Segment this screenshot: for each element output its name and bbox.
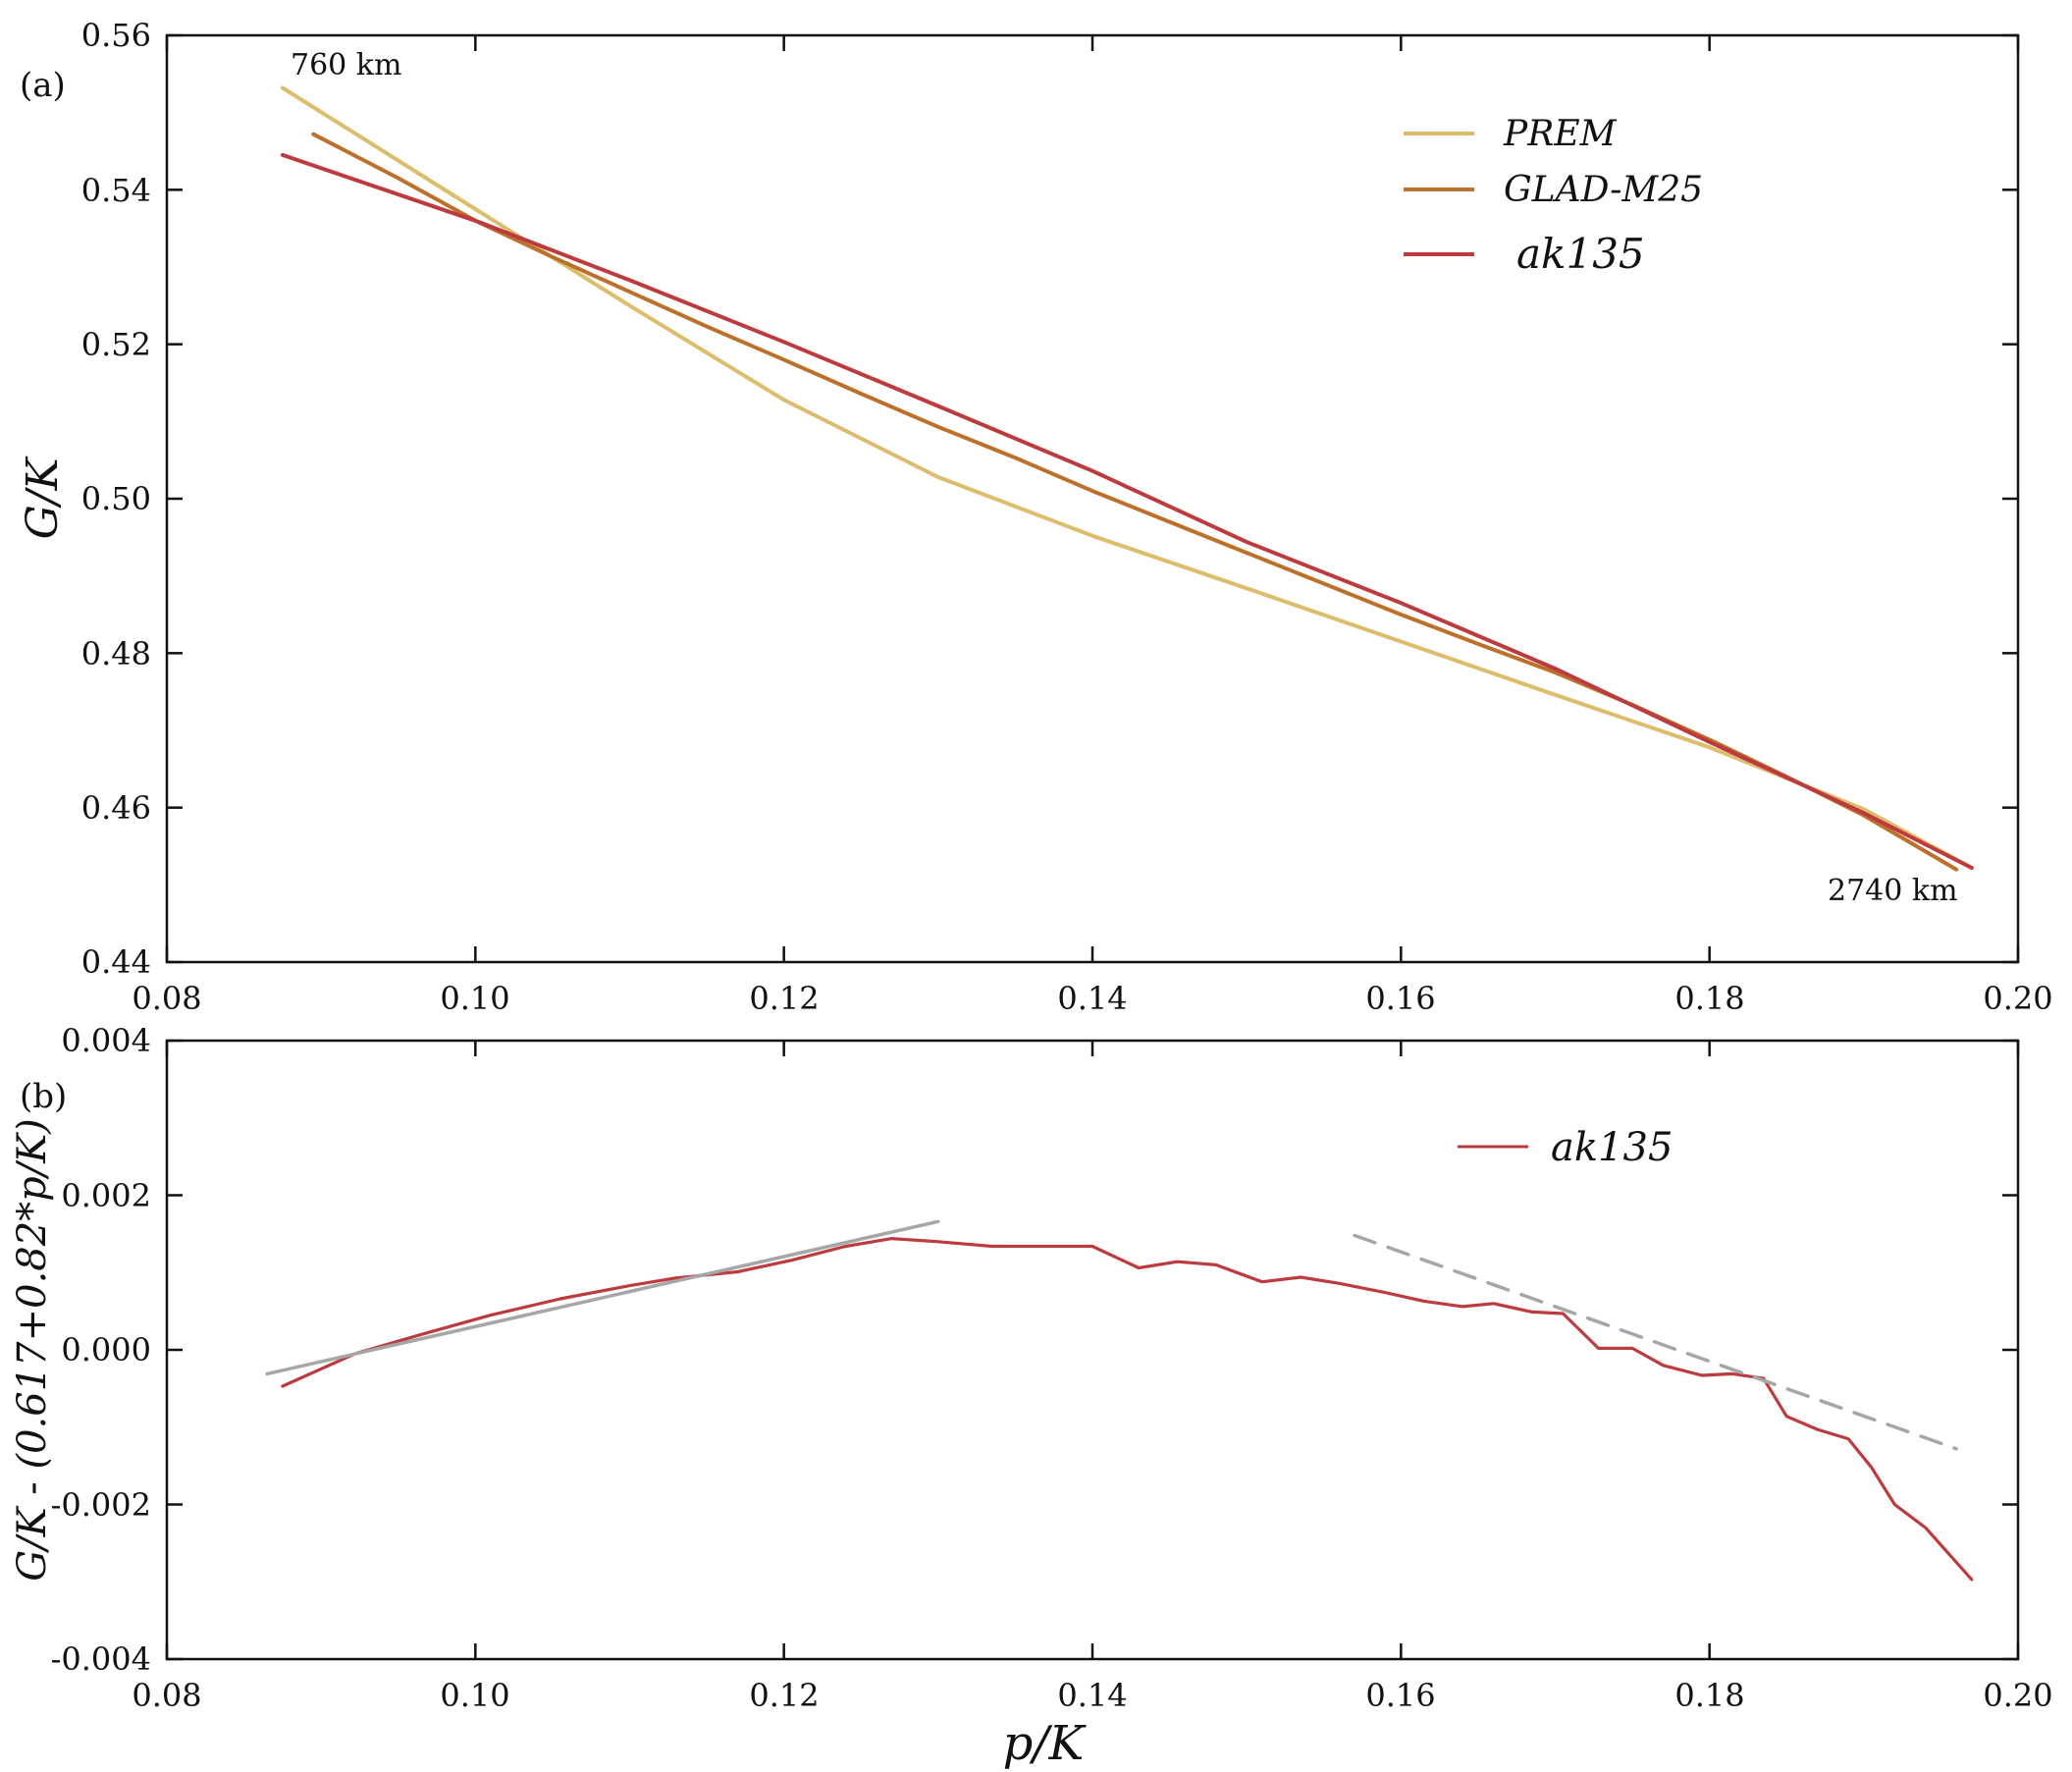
panel-b-y-axis-title: G/K - (0.617+0.82*p/K) xyxy=(10,1118,55,1582)
series-line-glad-m25-panel-a xyxy=(311,132,1959,872)
panel-b-legend: ak135 xyxy=(1458,1125,1673,1170)
panel-b-plot-frame xyxy=(165,1039,2020,1661)
panel-a-y-axis-title: G/K xyxy=(18,456,68,539)
panel-a-x-tick-label: 0.10 xyxy=(440,980,509,1017)
panel-a-y-tick-label: 0.48 xyxy=(81,635,151,672)
panel-a-x-tick-label: 0.14 xyxy=(1057,980,1127,1017)
panel-a-x-tick-label: 0.18 xyxy=(1674,980,1744,1017)
panel-a-x-tick-label: 0.08 xyxy=(132,980,201,1017)
panel-a-ticks xyxy=(165,33,2020,964)
legend-label-ak135-b: ak135 xyxy=(1551,1125,1673,1170)
panel-a-y-tick-label: 0.50 xyxy=(81,480,151,517)
panel-b-y-tick-label: 0.002 xyxy=(61,1177,151,1214)
panel-b-y-tick-label: -0.004 xyxy=(51,1640,151,1678)
panel-a-x-tick-labels: 0.08 0.10 0.12 0.14 0.16 0.18 0.20 xyxy=(132,980,2052,1017)
panel-a-tag: (a) xyxy=(20,66,66,105)
panel-a-y-tick-label: 0.54 xyxy=(81,172,151,209)
panel-b-x-tick-label: 0.08 xyxy=(132,1677,201,1714)
panel-a-x-tick-label: 0.12 xyxy=(749,980,819,1017)
panel-b-ticks xyxy=(165,1039,2020,1661)
legend-label-ak135: ak135 xyxy=(1516,230,1645,278)
panel-a-y-tick-label: 0.44 xyxy=(81,943,151,981)
panel-b-x-tick-label: 0.14 xyxy=(1057,1677,1127,1714)
panel-a-plot-frame xyxy=(165,33,2020,964)
panel-a-y-tick-labels: 0.44 0.46 0.48 0.50 0.52 0.54 0.56 xyxy=(81,17,151,981)
panel-b-series xyxy=(265,1219,1974,1582)
legend-label-prem: PREM xyxy=(1503,114,1618,154)
panel-a-series xyxy=(280,85,1974,872)
annotation-2740-km: 2740 km xyxy=(1828,874,1958,908)
panel-a-legend: PREM GLAD-M25 ak135 xyxy=(1404,114,1703,278)
panel-a-y-tick-label: 0.52 xyxy=(81,326,151,363)
legend-label-glad-m25: GLAD-M25 xyxy=(1504,170,1703,210)
panel-b-y-tick-label: 0.000 xyxy=(61,1331,151,1369)
panel-b-x-tick-label: 0.12 xyxy=(749,1677,819,1714)
panel-b-y-tick-labels: -0.004 -0.002 0.000 0.002 0.004 xyxy=(51,1022,151,1678)
panel-a-x-tick-label: 0.20 xyxy=(1983,980,2052,1017)
panel-a-x-tick-label: 0.16 xyxy=(1365,980,1435,1017)
panel-b-tag: (b) xyxy=(20,1077,67,1116)
series-line-fit-1-panel-b xyxy=(265,1219,940,1376)
panel-b-y-tick-label: -0.002 xyxy=(51,1486,151,1524)
annotation-760-km: 760 km xyxy=(291,48,401,82)
panel-b: 0.08 0.10 0.12 0.14 0.16 0.18 0.20 -0.00… xyxy=(10,1022,2053,1714)
series-line-prem-panel-a xyxy=(280,85,1974,870)
panel-b-x-tick-label: 0.16 xyxy=(1365,1677,1435,1714)
series-line-fit-2-panel-b xyxy=(1353,1233,1958,1451)
panel-b-x-tick-label: 0.18 xyxy=(1674,1677,1744,1714)
x-axis-title: p/K xyxy=(1003,1716,1088,1771)
panel-a-y-tick-label: 0.56 xyxy=(81,17,151,54)
series-line-ak135-panel-b xyxy=(281,1236,1974,1582)
panel-b-x-tick-label: 0.10 xyxy=(440,1677,509,1714)
panel-b-y-tick-label: 0.004 xyxy=(61,1022,151,1059)
series-line-ak135-panel-a xyxy=(280,152,1974,870)
panel-a: 0.08 0.10 0.12 0.14 0.16 0.18 0.20 0.44 … xyxy=(18,17,2053,1017)
panel-a-y-tick-label: 0.46 xyxy=(81,789,151,827)
panel-b-x-tick-label: 0.20 xyxy=(1983,1677,2052,1714)
panel-b-x-tick-labels: 0.08 0.10 0.12 0.14 0.16 0.18 0.20 xyxy=(132,1677,2052,1714)
